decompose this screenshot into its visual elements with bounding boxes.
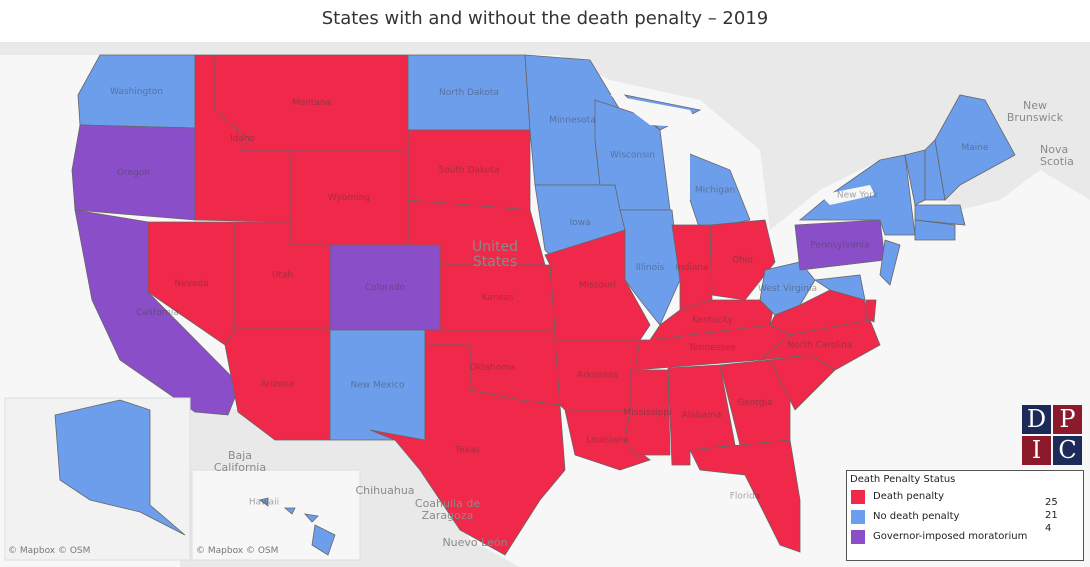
state <box>865 299 877 323</box>
lake <box>670 140 690 205</box>
state <box>914 219 956 241</box>
place-label: United States <box>472 239 518 271</box>
state <box>813 274 866 301</box>
state-label: Wyoming <box>328 193 370 203</box>
place-label: New Brunswick <box>1006 99 1064 125</box>
state-label: Iowa <box>569 218 590 228</box>
state <box>619 209 681 326</box>
state-label: Tennessee <box>688 343 736 353</box>
state-label: West Virginia <box>758 284 817 294</box>
state-label: Washington <box>110 87 163 97</box>
title: States with and without the death penalt… <box>321 8 769 29</box>
attribution: © Mapbox © OSM <box>196 546 279 556</box>
place-label: Coahuila de Zaragoza <box>414 497 481 523</box>
state-label: Arkansas <box>577 371 618 381</box>
place-label: Baja California <box>213 449 267 475</box>
state-label: Maine <box>961 143 988 153</box>
legend-label: Governor-imposed moratorium <box>873 531 1028 542</box>
state-label: North Dakota <box>439 88 499 98</box>
state <box>259 497 336 556</box>
state-label: South Dakota <box>439 166 500 176</box>
hawaii-inset <box>191 469 361 561</box>
state-label: Missouri <box>579 281 616 291</box>
state <box>934 94 1016 201</box>
state <box>879 239 901 286</box>
legend-title: Death Penalty Status <box>850 474 956 485</box>
state-label: Georgia <box>737 398 772 408</box>
state-label: Florida <box>730 492 761 502</box>
state-label: Arizona <box>261 380 295 390</box>
state-label: California <box>136 308 179 318</box>
state <box>54 399 186 536</box>
state-label: Hawaii <box>249 498 279 508</box>
state-label: New York <box>837 191 879 201</box>
state-label: Pennsylvania <box>810 241 869 251</box>
legend: Death Penalty Status Death penalty 25 No d… <box>846 470 1084 561</box>
logo-letter: D <box>1022 405 1051 434</box>
states <box>71 54 1016 556</box>
inset-states <box>54 399 336 556</box>
state-label: Oklahoma <box>470 363 516 373</box>
state-label: Utah <box>272 271 293 281</box>
logo-letter: C <box>1053 436 1082 465</box>
place-label: Nova Scotia <box>1040 143 1074 169</box>
logo: D P I C <box>1022 405 1082 465</box>
state-label: Oregon <box>117 168 150 178</box>
state-label: Ohio <box>732 256 753 266</box>
state-label: Kansas <box>482 293 514 303</box>
state <box>369 344 566 556</box>
state-label: North Carolina <box>787 341 852 351</box>
state-label: New Mexico <box>351 381 405 391</box>
state-label: Alabama <box>682 411 722 421</box>
state-label: Indiana <box>675 263 708 273</box>
state <box>719 359 791 446</box>
state-label: Illinois <box>636 263 665 273</box>
state-label: Kentucky <box>692 316 734 326</box>
state-label: Minnesota <box>549 116 595 126</box>
state <box>709 219 776 301</box>
state-label: Idaho <box>230 134 256 144</box>
legend-count: 25 <box>1045 497 1058 508</box>
place-label: Chihuahua <box>355 484 415 497</box>
attribution: © Mapbox © OSM <box>8 546 91 556</box>
legend-swatch <box>851 530 865 544</box>
canada <box>0 42 1090 230</box>
legend-label: No death penalty <box>873 511 960 522</box>
lake <box>610 95 700 128</box>
state-label: Wisconsin <box>610 151 655 161</box>
place-label: Nuevo León <box>442 536 508 549</box>
legend-count: 21 <box>1045 510 1058 521</box>
state-labels: Washington Oregon California Idaho Montana Ne… <box>110 87 989 508</box>
state <box>71 124 196 221</box>
state-label: Michigan <box>695 186 735 196</box>
legend-label: Death penalty <box>873 491 945 502</box>
state-label: Louisiana <box>586 436 629 446</box>
state-label: Colorado <box>365 283 406 293</box>
state <box>689 439 801 553</box>
legend-count: 4 <box>1045 523 1052 534</box>
logo-letter: P <box>1053 405 1082 434</box>
logo-letter: I <box>1022 436 1051 465</box>
lake <box>820 185 875 205</box>
legend-swatch <box>851 490 865 504</box>
state-label: Nevada <box>174 279 208 289</box>
state-label: Texas <box>454 446 480 456</box>
state-label: Montana <box>292 98 331 108</box>
state-label: Mississippi <box>624 408 672 418</box>
legend-swatch <box>851 510 865 524</box>
state <box>914 204 966 226</box>
